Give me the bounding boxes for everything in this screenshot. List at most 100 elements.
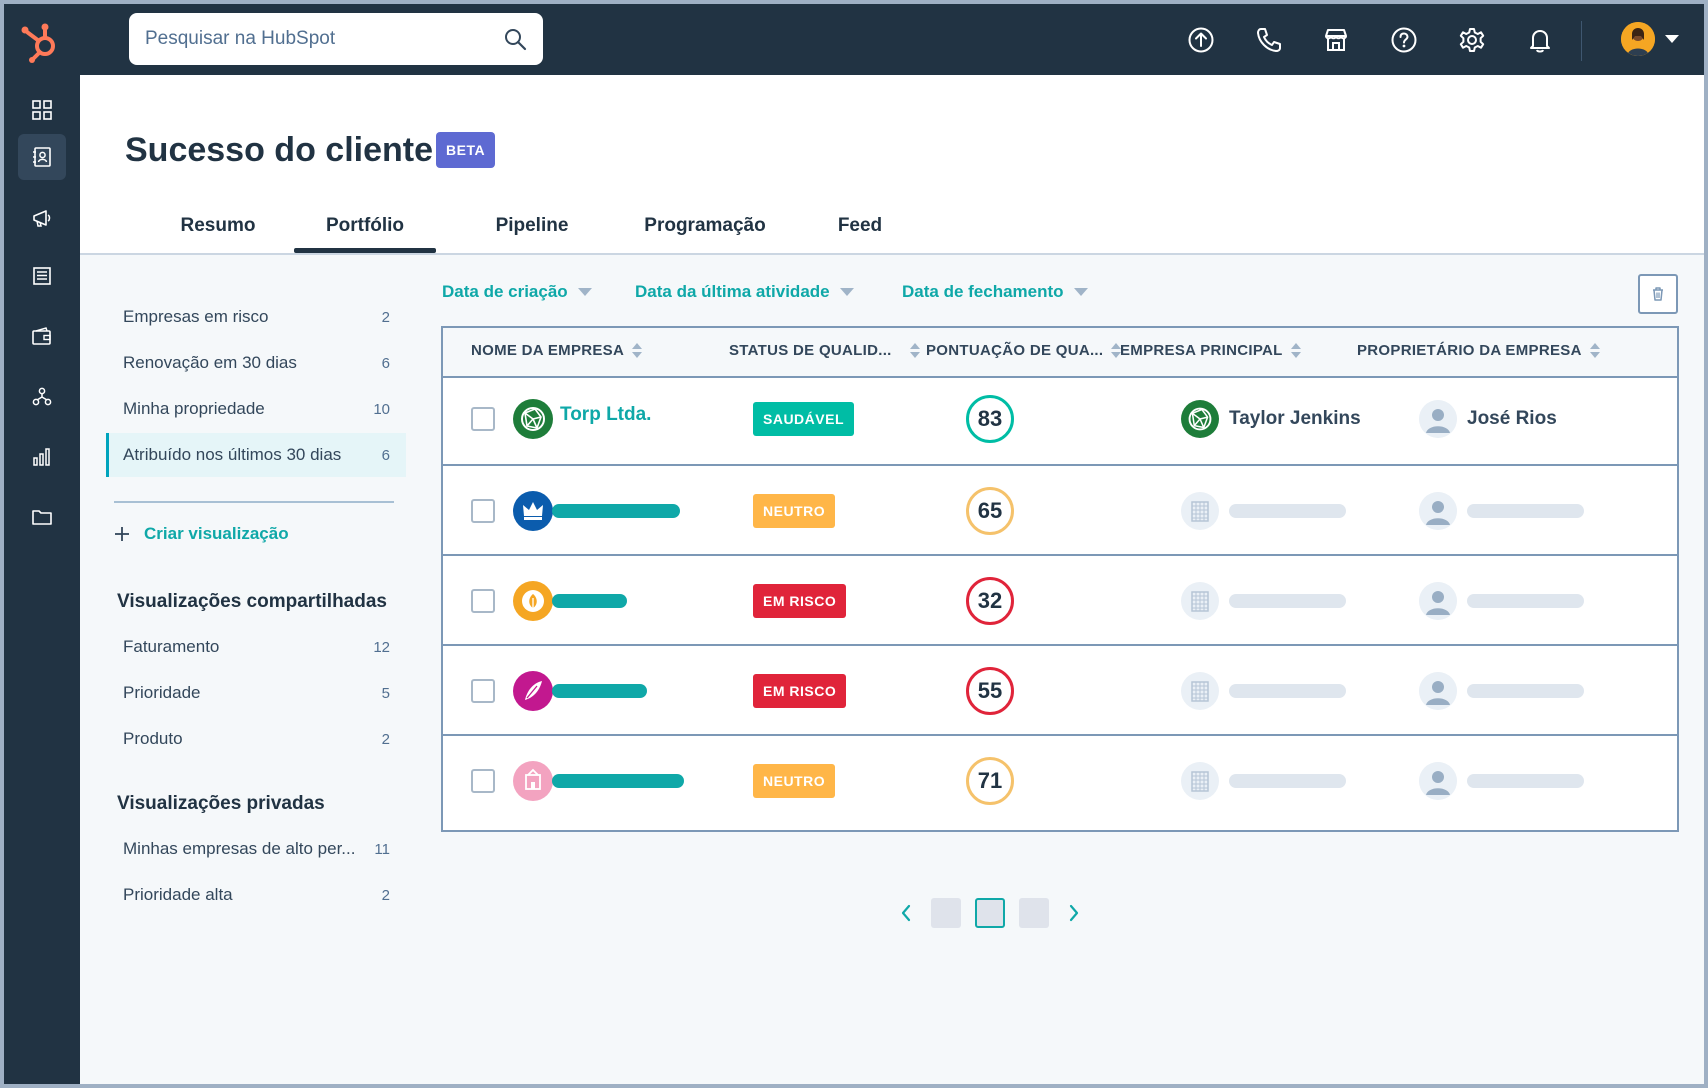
phone-icon[interactable] <box>1255 26 1283 54</box>
column-header-proprietario[interactable]: PROPRIETÁRIO DA EMPRESA <box>1357 342 1600 359</box>
view-renovacao-30-dias[interactable]: Renovação em 30 dias 6 <box>106 341 406 385</box>
owner-placeholder <box>1467 774 1584 788</box>
column-label: NOME DA EMPRESA <box>471 342 625 359</box>
sort-icon <box>1589 343 1600 358</box>
view-alto-desempenho[interactable]: Minhas empresas de alto per... 11 <box>106 827 406 871</box>
notifications-icon[interactable] <box>1526 26 1554 54</box>
view-atribuido-30-dias[interactable]: Atribuído nos últimos 30 dias 6 <box>106 433 406 477</box>
row-checkbox[interactable] <box>471 769 495 793</box>
nav-contacts[interactable] <box>18 134 66 180</box>
help-icon[interactable] <box>1390 26 1418 54</box>
parent-company-placeholder <box>1229 504 1346 518</box>
company-name-placeholder[interactable] <box>552 504 680 518</box>
view-label: Minhas empresas de alto per... <box>123 839 356 858</box>
next-page-button[interactable] <box>1063 902 1085 924</box>
chevron-down-icon <box>839 288 854 296</box>
tab-programacao[interactable]: Programação <box>644 215 766 236</box>
nav-reports[interactable] <box>18 434 66 480</box>
column-header-status[interactable]: STATUS DE QUALID... <box>729 342 920 359</box>
pagination <box>895 898 1085 928</box>
table-row[interactable]: Torp Ltda. SAUDÁVEL 83 Taylor Jenkins José R… <box>443 376 1677 466</box>
owner-placeholder <box>1467 594 1584 608</box>
parent-company-placeholder <box>1229 774 1346 788</box>
column-header-empresa-principal[interactable]: EMPRESA PRINCIPAL <box>1120 342 1301 359</box>
score-circle: 65 <box>966 487 1014 535</box>
beta-badge: BETA <box>436 132 496 168</box>
table-row[interactable]: EM RISCO 55 <box>443 646 1677 736</box>
tab-feed[interactable]: Feed <box>837 215 883 236</box>
nav-commerce[interactable] <box>18 313 66 359</box>
view-count: 12 <box>373 638 390 656</box>
column-label: PONTUAÇÃO DE QUA... <box>926 342 1104 359</box>
tab-portfolio[interactable]: Portfólio <box>325 215 405 236</box>
chevron-right-icon <box>1069 904 1079 922</box>
row-checkbox[interactable] <box>471 679 495 703</box>
create-view-button[interactable]: Criar visualização <box>114 524 289 544</box>
dashboard-icon <box>32 100 52 120</box>
marketplace-icon[interactable] <box>1322 26 1350 54</box>
view-produto[interactable]: Produto 2 <box>106 717 406 761</box>
user-icon <box>1419 582 1457 620</box>
row-checkbox[interactable] <box>471 589 495 613</box>
company-name-link[interactable]: Torp Ltda. <box>560 404 652 425</box>
content-icon <box>33 267 51 285</box>
view-label: Prioridade <box>123 683 201 702</box>
view-prioridade[interactable]: Prioridade 5 <box>106 671 406 715</box>
nav-content[interactable] <box>18 253 66 299</box>
table-row[interactable]: NEUTRO 65 <box>443 466 1677 556</box>
view-count: 2 <box>381 308 390 326</box>
nav-automation[interactable] <box>18 374 66 420</box>
feather-icon <box>513 671 553 711</box>
filter-label: Data de fechamento <box>902 282 1064 301</box>
status-badge: NEUTRO <box>753 764 836 798</box>
user-icon <box>1419 492 1457 530</box>
company-name-placeholder[interactable] <box>552 684 647 698</box>
table-row[interactable]: NEUTRO 71 <box>443 736 1677 826</box>
company-name-placeholder[interactable] <box>552 594 627 608</box>
delete-button[interactable] <box>1638 274 1678 314</box>
filter-data-fechamento[interactable]: Data de fechamento <box>902 282 1088 302</box>
view-label: Produto <box>123 729 183 748</box>
settings-icon[interactable] <box>1458 26 1486 54</box>
building-placeholder-icon <box>1181 492 1219 530</box>
view-empresas-em-risco[interactable]: Empresas em risco 2 <box>106 295 406 339</box>
row-checkbox[interactable] <box>471 499 495 523</box>
trash-icon <box>1653 287 1663 301</box>
page-3-button[interactable] <box>1019 898 1049 928</box>
filter-data-ultima-atividade[interactable]: Data da última atividade <box>635 282 854 302</box>
left-navigation <box>4 75 80 1084</box>
view-faturamento[interactable]: Faturamento 12 <box>106 625 406 669</box>
active-tab-indicator <box>294 248 436 253</box>
view-prioridade-alta[interactable]: Prioridade alta 2 <box>106 873 406 917</box>
account-menu[interactable] <box>1621 22 1679 56</box>
nav-library[interactable] <box>18 494 66 540</box>
chevron-down-icon <box>577 288 592 296</box>
upgrade-icon[interactable] <box>1187 26 1215 54</box>
search-input[interactable]: Pesquisar na HubSpot <box>129 13 543 65</box>
sort-icon <box>1290 343 1301 358</box>
hubspot-logo-icon[interactable] <box>20 20 64 64</box>
table-row[interactable]: EM RISCO 32 <box>443 556 1677 646</box>
filter-data-criacao[interactable]: Data de criação <box>442 282 592 302</box>
page-2-button[interactable] <box>975 898 1005 928</box>
page-title: Sucesso do cliente <box>125 131 433 169</box>
view-count: 2 <box>381 730 390 748</box>
previous-page-button[interactable] <box>895 902 917 924</box>
row-checkbox[interactable] <box>471 407 495 431</box>
company-name-placeholder[interactable] <box>552 774 684 788</box>
nav-marketing[interactable] <box>18 195 66 241</box>
status-badge: SAUDÁVEL <box>753 402 855 436</box>
commerce-icon <box>32 327 51 345</box>
search-placeholder: Pesquisar na HubSpot <box>145 28 336 49</box>
main-content: Sucesso do cliente BETA Resumo Portfólio… <box>80 75 1704 1084</box>
view-minha-propriedade[interactable]: Minha propriedade 10 <box>106 387 406 431</box>
tab-resumo[interactable]: Resumo <box>180 215 256 236</box>
nav-dashboard[interactable] <box>18 87 66 133</box>
search-icon[interactable] <box>503 27 527 51</box>
parent-company-name[interactable]: Taylor Jenkins <box>1229 408 1361 429</box>
page-1-button[interactable] <box>931 898 961 928</box>
tab-pipeline[interactable]: Pipeline <box>495 215 569 236</box>
column-header-pontuacao[interactable]: PONTUAÇÃO DE QUA... <box>926 342 1122 359</box>
parent-company-placeholder <box>1229 594 1346 608</box>
column-header-nome[interactable]: NOME DA EMPRESA <box>471 342 643 359</box>
